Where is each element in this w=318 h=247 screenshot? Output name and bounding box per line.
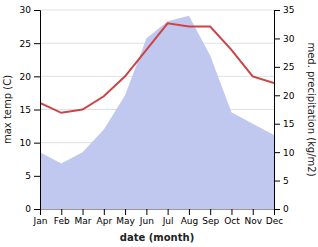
tick-mark	[274, 181, 280, 182]
tick: Oct	[224, 209, 240, 226]
tick-mark	[274, 10, 280, 11]
tick: 15	[20, 105, 40, 115]
tick: Mar	[75, 209, 92, 226]
tick-label: 15	[283, 119, 294, 129]
tick-label: 10	[20, 138, 32, 148]
tick: Jan	[33, 209, 48, 226]
tick-label: Nov	[244, 216, 262, 226]
tick-label: 0	[25, 204, 31, 214]
tick-mark	[274, 124, 280, 125]
y-axis: 0 5 10 15 20 25 30	[20, 5, 41, 214]
tick: 5	[25, 171, 40, 181]
axis-line	[41, 210, 275, 216]
tick-label: Jun	[139, 216, 154, 226]
tick: Dec	[266, 209, 283, 226]
tick: May	[116, 209, 135, 226]
tick-label: Oct	[224, 216, 240, 226]
y2-axis: 0 5 10 15 20 25 30 35	[274, 5, 295, 214]
tick-label: Sep	[202, 216, 219, 226]
tick-label: Dec	[266, 216, 283, 226]
axis-line	[34, 11, 41, 210]
tick-label: Aug	[181, 216, 199, 226]
tick-mark	[34, 176, 40, 177]
tick-mark	[125, 209, 126, 215]
tick-label: 30	[20, 5, 32, 15]
tick: 10	[274, 148, 295, 158]
tick-mark	[274, 209, 280, 210]
tick-mark	[83, 209, 84, 215]
chart: JanFebMarAprMayJunJulAugSepOctNovDec0510…	[0, 0, 318, 247]
tick-label: 0	[283, 204, 289, 214]
line	[40, 23, 274, 113]
tick-mark	[231, 209, 232, 215]
tick: Jul	[162, 209, 174, 226]
tick: Apr	[97, 209, 113, 226]
tick: Aug	[181, 209, 199, 226]
tick-label: Jan	[33, 216, 48, 226]
tick-label: May	[116, 216, 135, 226]
axis-line	[275, 11, 281, 210]
marks	[40, 16, 274, 209]
y2-axis-title: med. precipitation (kg/m2)	[306, 42, 317, 176]
tick-mark	[34, 43, 40, 44]
grid-line	[40, 10, 274, 11]
tick: 30	[20, 5, 40, 15]
tick-label: 35	[283, 5, 294, 15]
tick-mark	[274, 67, 280, 68]
tick-mark	[253, 209, 254, 215]
grid	[40, 10, 274, 209]
tick: Feb	[54, 209, 70, 226]
tick: 20	[274, 91, 295, 101]
tick-mark	[34, 110, 40, 111]
tick-label: Mar	[75, 216, 92, 226]
tick: Nov	[244, 209, 262, 226]
tick: 15	[274, 119, 294, 129]
tick-mark	[274, 38, 280, 39]
tick-label: 20	[20, 72, 32, 82]
tick: 20	[20, 72, 40, 82]
tick-mark	[274, 152, 280, 153]
tick-mark	[34, 209, 40, 210]
tick: 35	[274, 5, 294, 15]
tick: 0	[274, 204, 289, 214]
tick-label: 10	[283, 148, 295, 158]
tick: 25	[20, 39, 40, 49]
tick-mark	[210, 209, 211, 215]
tick-mark	[34, 10, 40, 11]
tick: Sep	[202, 209, 219, 226]
tick-mark	[34, 76, 40, 77]
x-axis: Jan Feb Mar AprMay Jun Jul AugSep Oct Nov Dec	[33, 209, 284, 226]
tick-label: Apr	[97, 216, 113, 226]
tick-label: Feb	[54, 216, 70, 226]
tick-mark	[34, 143, 40, 144]
tick: 25	[274, 62, 294, 72]
tick-label: 5	[25, 171, 31, 181]
tick-label: 30	[283, 34, 295, 44]
tick-mark	[168, 209, 169, 215]
tick-mark	[146, 209, 147, 215]
tick-label: 15	[20, 105, 31, 115]
tick: 0	[25, 204, 40, 214]
tick-label: 20	[283, 91, 295, 101]
x-axis-title: date (month)	[120, 232, 194, 243]
tick-mark	[104, 209, 105, 215]
tick: 5	[274, 176, 289, 186]
tick-mark	[274, 95, 280, 96]
tick-label: 25	[283, 62, 294, 72]
tick-mark	[61, 209, 62, 215]
area	[40, 16, 274, 209]
tick-label: 5	[283, 176, 289, 186]
y-axis-title: max temp (C)	[2, 75, 13, 144]
tick: 10	[20, 138, 40, 148]
tick-label: 25	[20, 39, 31, 49]
tick-label: Jul	[162, 216, 174, 226]
tick: 30	[274, 34, 295, 44]
plot: JanFebMarAprMayJunJulAugSepOctNovDec0510…	[20, 5, 295, 226]
tick-mark	[189, 209, 190, 215]
tick: Jun	[139, 209, 154, 226]
